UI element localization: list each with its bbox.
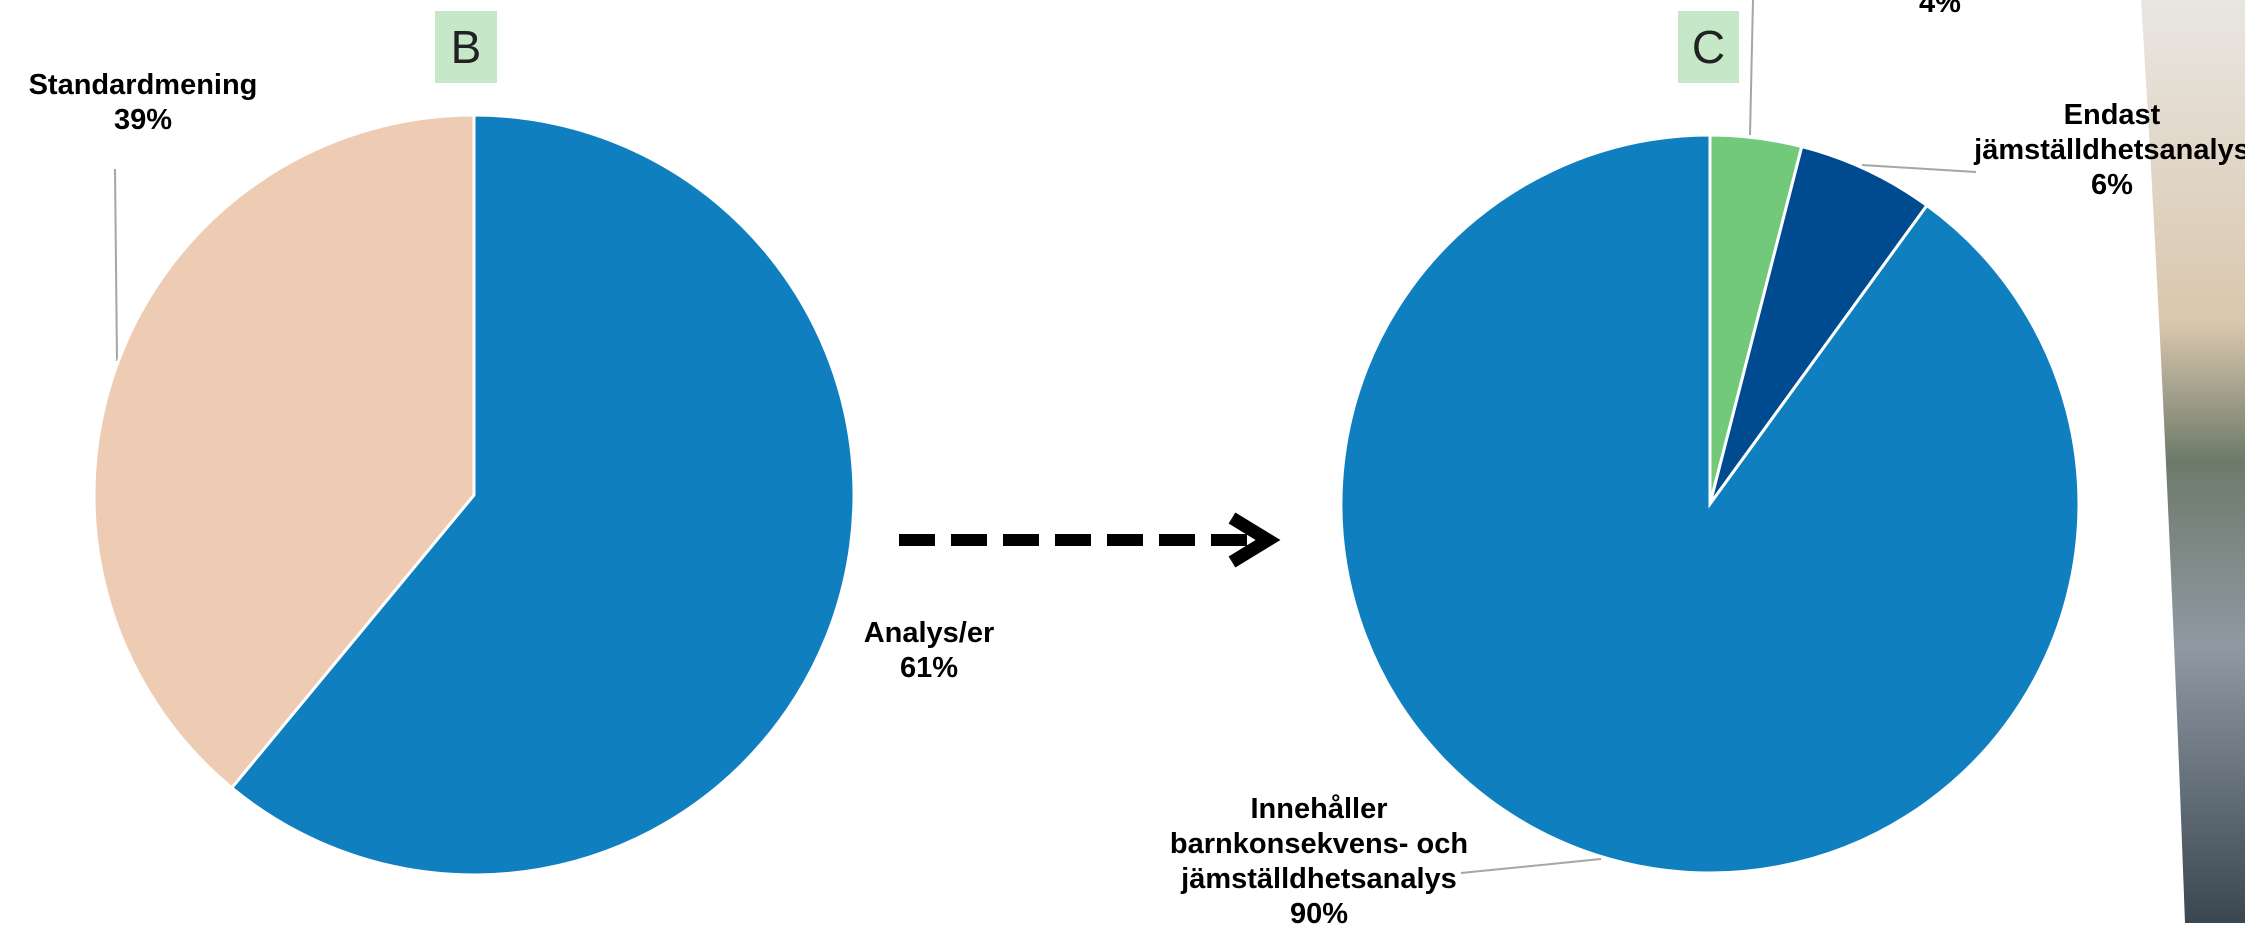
background-photo (2141, 0, 2245, 923)
chart-title: C (1678, 11, 1739, 83)
label-value: 90% (1289, 898, 1349, 930)
data-label: 4% (1795, 0, 2085, 21)
label-value: 4% (1919, 0, 1961, 19)
label-value: 39% (113, 104, 173, 136)
data-label: Endast jämställdhetsanalys 6% (1967, 98, 2245, 203)
label-value: 6% (2091, 169, 2133, 201)
pie-slice (1339, 133, 2081, 875)
data-label: Analys/er 61% (784, 616, 1074, 686)
data-label: Innehåller barnkonsekvens- och jämställd… (1164, 792, 1474, 932)
label-name: Standardmening (28, 69, 258, 101)
pie-slice (1708, 144, 1929, 505)
leader-lines (114, 0, 1977, 874)
label-name: Analys/er (863, 617, 995, 649)
data-label: Standardmening 39% (0, 68, 288, 138)
arrow (899, 512, 1281, 568)
chart-title: B (435, 11, 497, 83)
label-name: Innehåller barnkonsekvens- och jämställd… (1169, 793, 1469, 895)
pie-slice (92, 113, 476, 790)
label-name: Endast jämställdhetsanalys (1974, 99, 2245, 166)
pie-slice (229, 113, 856, 877)
label-value: 61% (899, 652, 959, 684)
